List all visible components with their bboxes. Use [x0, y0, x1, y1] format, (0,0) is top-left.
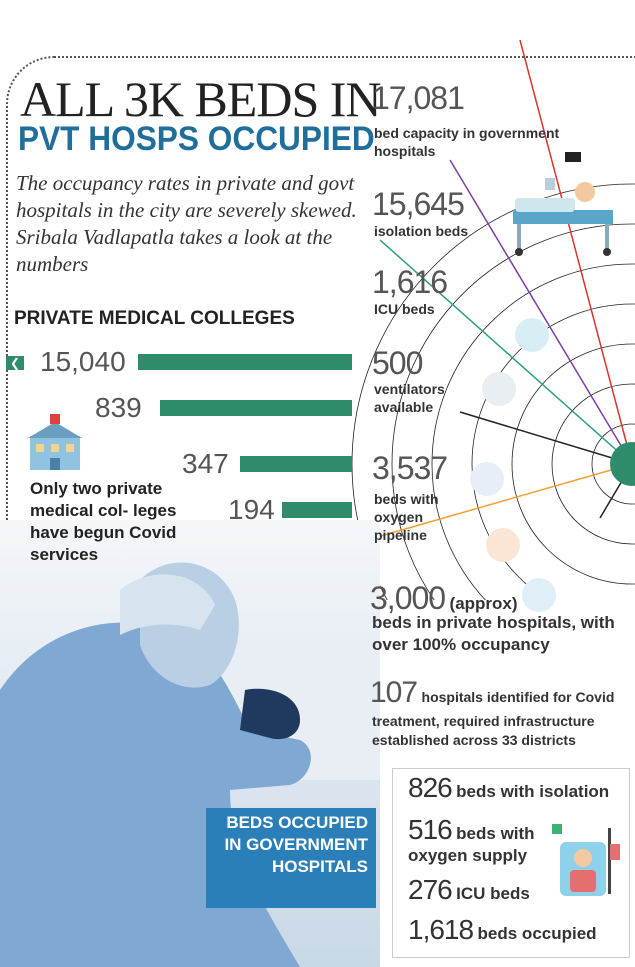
hospitals-identified-number: 107 [370, 676, 418, 709]
hospitals-identified-label-1: hospitals identified for Covid [421, 689, 615, 705]
private-colleges-title: PRIVATE MEDICAL COLLEGES [14, 308, 295, 329]
college-bar [160, 400, 352, 416]
intro-text: The occupancy rates in private and govt … [16, 171, 357, 276]
patient-icon [552, 824, 620, 896]
stat-label: beds with oxygen pipeline [374, 491, 439, 543]
private-beds-label: beds in private hospitals, with over 100… [372, 613, 615, 654]
hospitals-identified-stat: 107 hospitals identified for Covid [370, 676, 614, 710]
stat-number: 500 [372, 345, 423, 381]
stat-label: bed capacity in government hospitals [374, 125, 560, 159]
arrow-left-icon: ❮ [6, 356, 24, 370]
occupied-number: 1,618 [408, 914, 474, 945]
stat-number: 15,645 [372, 186, 465, 222]
college-bar [138, 354, 352, 370]
doctor-icon [515, 318, 549, 352]
govt-occupied-title: BEDS OCCUPIED IN GOVERNMENT HOSPITALS [206, 808, 376, 908]
stat-label: ventilators available [374, 381, 445, 415]
private-beds-suffix: (approx) [449, 594, 518, 613]
oxygen-icon [470, 462, 504, 496]
occupied-label: beds with oxygen supply [408, 824, 535, 865]
headline: ALL 3K BEDS IN [20, 71, 382, 127]
occupied-label: beds with isolation [456, 782, 610, 801]
infographic-frame [6, 56, 635, 963]
occupied-number: 826 [408, 772, 453, 803]
hospitals-identified-label-2: treatment, required infrastructure [372, 713, 595, 729]
occupied-label: ICU beds [456, 884, 530, 903]
college-bar [282, 502, 352, 518]
college-bar-label: 347 [182, 448, 229, 479]
private-colleges-note: Only two private medical col- leges have… [30, 479, 177, 564]
stat-number: 1,616 [372, 264, 448, 300]
stat-number: 3,537 [372, 450, 448, 486]
occupied-row: 1,618 beds occupied [408, 914, 597, 946]
college-bar [240, 456, 352, 472]
college-bar-label: 194 [228, 494, 275, 525]
occupied-row: 276 ICU beds [408, 874, 530, 906]
college-bar-label: 15,040 [40, 346, 126, 377]
occupied-label: beds occupied [477, 924, 597, 943]
stat-number: 17,081 [372, 80, 465, 116]
stat-label: ICU beds [374, 301, 435, 317]
hospital-bed-icon [513, 152, 613, 256]
hospital-building-icon [522, 578, 556, 612]
occupied-number: 276 [408, 874, 453, 905]
nurse-icon [486, 528, 520, 562]
occupied-number: 516 [408, 814, 453, 845]
occupied-row: 516 beds with oxygen supply [408, 814, 548, 866]
hospital-icon [28, 414, 82, 470]
stat-label: isolation beds [374, 223, 469, 239]
private-beds-stat: 3,000 (approx) [370, 580, 518, 617]
people-icon [482, 372, 516, 406]
sub-headline: PVT HOSPS OCCUPIED [18, 120, 375, 158]
hospitals-identified-label-3: established across 33 districts [372, 732, 576, 748]
occupied-row: 826 beds with isolation [408, 772, 609, 804]
college-bar-label: 839 [95, 392, 142, 423]
private-beds-number: 3,000 [370, 580, 446, 616]
